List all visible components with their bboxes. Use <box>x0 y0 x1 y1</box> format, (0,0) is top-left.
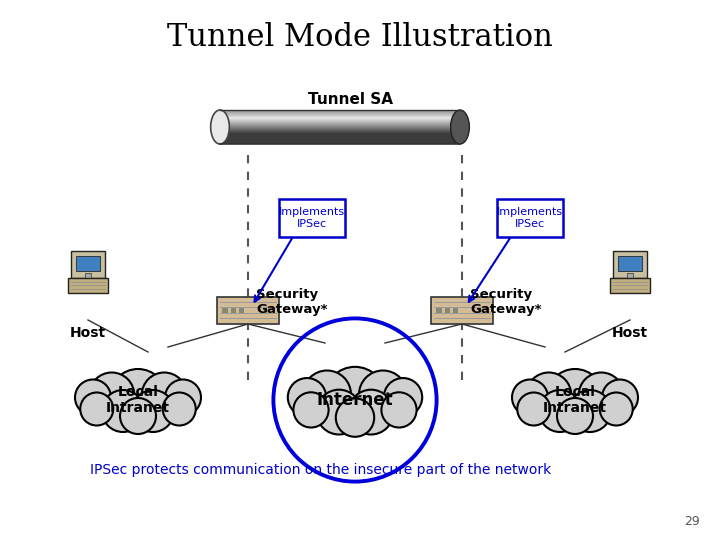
Text: Host: Host <box>612 326 648 340</box>
Circle shape <box>359 370 407 419</box>
Circle shape <box>288 378 326 416</box>
Text: Tunnel SA: Tunnel SA <box>307 92 392 107</box>
Bar <box>618 255 642 271</box>
Circle shape <box>294 392 328 428</box>
Bar <box>220 129 460 130</box>
Circle shape <box>142 373 186 417</box>
Circle shape <box>75 380 111 415</box>
Text: Local
Intranet: Local Intranet <box>543 385 607 415</box>
Bar <box>217 296 279 323</box>
Circle shape <box>336 399 374 437</box>
Bar <box>220 137 460 138</box>
Bar <box>444 308 450 313</box>
Text: Host: Host <box>70 326 106 340</box>
Circle shape <box>165 380 201 415</box>
Bar <box>220 119 460 120</box>
Bar <box>220 111 460 112</box>
Bar <box>220 141 460 142</box>
Bar <box>220 131 460 132</box>
Bar <box>220 135 460 136</box>
Circle shape <box>557 398 593 434</box>
Text: Implements
IPSec: Implements IPSec <box>497 207 563 229</box>
Bar <box>222 308 228 313</box>
Bar <box>220 133 460 134</box>
FancyBboxPatch shape <box>497 199 563 237</box>
Bar <box>220 115 460 116</box>
Circle shape <box>526 373 571 417</box>
Circle shape <box>163 393 196 426</box>
Bar <box>220 143 460 144</box>
Text: Security
Gateway*: Security Gateway* <box>470 288 541 316</box>
Bar <box>220 140 460 141</box>
Text: Local
Intranet: Local Intranet <box>106 385 170 415</box>
Bar <box>613 251 647 278</box>
Text: Implements
IPSec: Implements IPSec <box>279 207 345 229</box>
Circle shape <box>120 398 156 434</box>
Circle shape <box>600 393 633 426</box>
Ellipse shape <box>211 110 230 144</box>
Text: 29: 29 <box>684 515 700 528</box>
Circle shape <box>80 393 113 426</box>
Circle shape <box>109 369 166 426</box>
Bar <box>238 308 244 313</box>
Bar <box>220 130 460 131</box>
Circle shape <box>382 392 417 428</box>
Circle shape <box>132 390 174 432</box>
FancyBboxPatch shape <box>279 199 345 237</box>
Bar <box>220 124 460 125</box>
Circle shape <box>384 378 422 416</box>
Bar <box>220 123 460 124</box>
Circle shape <box>517 393 550 426</box>
Bar <box>220 134 460 135</box>
Bar <box>220 114 460 115</box>
Circle shape <box>512 380 548 415</box>
Circle shape <box>325 367 385 428</box>
Bar <box>220 113 460 114</box>
Bar <box>220 116 460 117</box>
Bar <box>220 128 460 129</box>
Bar <box>85 273 91 278</box>
Circle shape <box>539 390 581 432</box>
Circle shape <box>102 390 144 432</box>
Bar <box>436 308 442 313</box>
Bar <box>220 122 460 123</box>
Bar <box>230 308 236 313</box>
Bar <box>220 126 460 127</box>
Bar <box>431 296 492 323</box>
Bar <box>68 278 108 293</box>
Bar <box>610 278 650 293</box>
Bar <box>220 136 460 137</box>
Text: IPSec protects communication on the insecure part of the network: IPSec protects communication on the inse… <box>90 463 552 477</box>
Bar <box>220 127 460 128</box>
Bar <box>220 139 460 140</box>
Circle shape <box>89 373 134 417</box>
Circle shape <box>303 370 351 419</box>
Bar <box>220 110 460 111</box>
Bar <box>220 120 460 121</box>
Bar <box>220 118 460 119</box>
Bar <box>220 121 460 122</box>
Circle shape <box>317 390 361 435</box>
Circle shape <box>546 369 603 426</box>
Bar <box>220 112 460 113</box>
Bar <box>220 132 460 133</box>
Bar <box>220 138 460 139</box>
Bar <box>220 142 460 143</box>
Text: Tunnel Mode Illustration: Tunnel Mode Illustration <box>167 23 553 53</box>
Bar <box>220 125 460 126</box>
Bar <box>453 308 458 313</box>
Bar <box>627 273 633 278</box>
Circle shape <box>348 390 393 435</box>
Text: Security
Gateway*: Security Gateway* <box>256 288 328 316</box>
Bar <box>76 255 100 271</box>
Circle shape <box>579 373 624 417</box>
Ellipse shape <box>451 110 469 144</box>
Bar <box>71 251 105 278</box>
Circle shape <box>602 380 638 415</box>
Bar <box>220 117 460 118</box>
Circle shape <box>569 390 611 432</box>
Text: Internet: Internet <box>317 391 393 409</box>
